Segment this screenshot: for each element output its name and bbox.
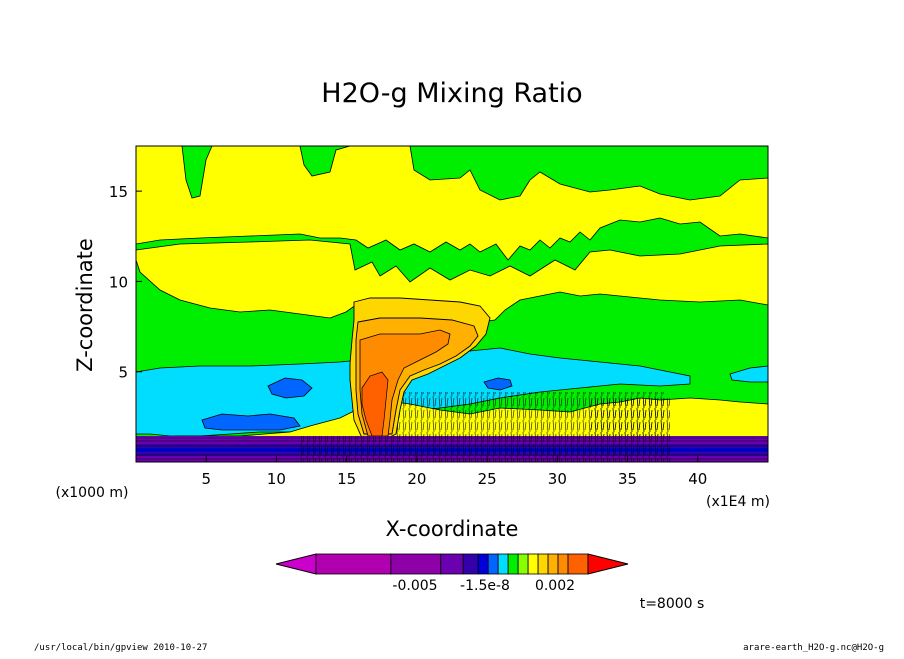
time-label: t=8000 s xyxy=(640,596,705,612)
chart-title: H2O-g Mixing Ratio xyxy=(321,78,582,109)
colorbar-tick-label: -1.5e-8 xyxy=(460,578,510,594)
colorbar-left-arrow xyxy=(275,553,317,575)
colorbar-cell xyxy=(487,553,499,575)
y-axis-ticks: 5 10 15 xyxy=(109,183,142,382)
colorbar-cell xyxy=(547,553,559,575)
x-tick-label: 15 xyxy=(337,470,356,488)
y-tick-label: 15 xyxy=(109,183,128,201)
colorbar-cell xyxy=(497,553,509,575)
footer-left: /usr/local/bin/gpview 2010-10-27 xyxy=(34,643,207,653)
colorbar-right-arrow xyxy=(587,553,629,575)
colorbar-cell xyxy=(390,553,442,575)
y-unit-label: (x1000 m) xyxy=(56,485,129,501)
colorbar-cell xyxy=(537,553,549,575)
field-plume-hot xyxy=(361,371,389,437)
x-tick-label: 25 xyxy=(478,470,497,488)
footer-right: arare-earth_H2O-g.nc@H2O-g xyxy=(743,643,884,653)
x-tick-label: 10 xyxy=(267,470,286,488)
colorbar-cell xyxy=(557,553,569,575)
y-tick-label: 10 xyxy=(109,273,128,291)
x-axis-ticks: 5 10 15 20 25 30 35 40 xyxy=(201,456,707,488)
field-surface-noise xyxy=(300,436,670,462)
field-upper-band xyxy=(136,146,768,261)
colorbar-cell xyxy=(315,553,392,575)
field-mid-band-right xyxy=(729,365,768,383)
field-blue-patch-1 xyxy=(267,377,313,399)
x-tick-label: 40 xyxy=(688,470,707,488)
field-noise-2 xyxy=(590,398,670,438)
colorbar-cell xyxy=(462,553,479,575)
y-axis-label: Z-coordinate xyxy=(73,238,97,372)
x-tick-label: 30 xyxy=(548,470,567,488)
y-tick-label: 5 xyxy=(118,364,128,382)
colorbar-cell xyxy=(527,553,539,575)
x-unit-label: (x1E4 m) xyxy=(706,494,770,510)
plot-frame xyxy=(135,145,769,463)
colorbar-cell xyxy=(507,553,519,575)
colorbar-cell xyxy=(517,553,529,575)
field-blue-patch-2 xyxy=(201,413,301,431)
x-tick-label: 5 xyxy=(201,470,211,488)
field-upper-band-2 xyxy=(136,239,768,331)
x-axis-label: X-coordinate xyxy=(386,517,519,541)
colorbar-tick-label: -0.005 xyxy=(392,578,437,594)
field-blue-patch-3 xyxy=(483,377,513,391)
colorbar: -0.005 -1.5e-8 0.002 xyxy=(275,553,629,594)
colorbar-cell xyxy=(477,553,489,575)
colorbar-cells xyxy=(315,553,589,575)
colorbar-cell xyxy=(567,553,589,575)
x-tick-label: 35 xyxy=(618,470,637,488)
x-tick-label: 20 xyxy=(407,470,426,488)
colorbar-tick-label: 0.002 xyxy=(535,578,575,594)
plot-area xyxy=(136,146,768,462)
colorbar-cell xyxy=(440,553,464,575)
